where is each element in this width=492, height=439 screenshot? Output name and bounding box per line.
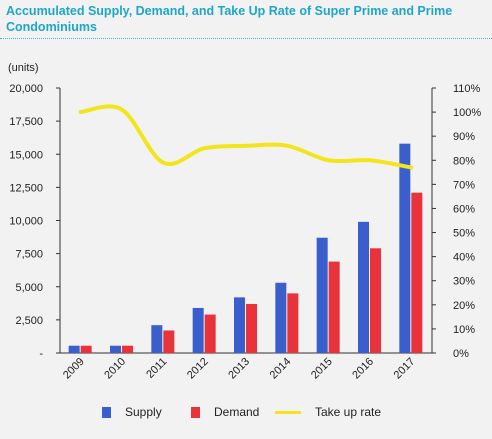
bar-demand <box>328 261 340 353</box>
x-tick-label: 2016 <box>350 356 376 382</box>
bar-supply <box>110 345 121 353</box>
bar-supply <box>234 297 245 353</box>
y-axis-unit-label: (units) <box>8 62 39 74</box>
line-take-up-rate <box>78 104 414 170</box>
x-tick-label: 2010 <box>102 356 128 382</box>
x-tick-label: 2014 <box>268 356 294 382</box>
bar-supply <box>316 237 328 353</box>
y-left-tick-label: - <box>39 348 43 360</box>
bar-supply <box>192 307 204 353</box>
y-right-tick-label: 60% <box>453 203 475 215</box>
x-tick-label: 2013 <box>226 356 252 382</box>
legend-swatch-supply <box>102 406 111 418</box>
y-left-tick-label: 7,500 <box>15 249 43 261</box>
y-right-tick-label: 80% <box>453 155 475 167</box>
bar-demand <box>122 345 133 353</box>
y-left-tick-label: 17,500 <box>9 116 43 128</box>
bar-supply <box>275 282 287 353</box>
y-right-tick-label: 10% <box>453 324 475 336</box>
x-tick-label: 2009 <box>61 356 87 382</box>
legend-label-supply: Supply <box>125 405 162 419</box>
x-tick-label: 2011 <box>144 356 169 381</box>
y-left-tick-label: 2,500 <box>15 315 43 327</box>
y-right-tick-label: 20% <box>453 300 475 312</box>
y-right-tick-label: 100% <box>453 107 481 119</box>
x-tick-label: 2017 <box>392 356 418 382</box>
x-tick-label: 2015 <box>309 356 335 382</box>
bar-demand <box>163 330 175 353</box>
y-right-tick-label: 0% <box>453 348 469 360</box>
legend-label-demand: Demand <box>214 405 260 419</box>
x-tick-label: 2012 <box>185 356 211 382</box>
bar-supply <box>151 325 163 353</box>
y-left-tick-label: 10,000 <box>9 216 43 228</box>
y-left-tick-label: 5,000 <box>15 282 43 294</box>
y-right-tick-label: 70% <box>453 179 475 191</box>
bar-demand <box>370 248 381 353</box>
y-left-tick-label: 12,500 <box>9 182 43 194</box>
bar-demand <box>287 293 299 353</box>
bar-demand <box>80 345 92 353</box>
legend-swatch-demand <box>191 406 200 418</box>
y-right-tick-label: 30% <box>453 276 475 288</box>
legend-label-take-up-rate: Take up rate <box>315 405 382 419</box>
bar-demand <box>204 314 216 353</box>
bar-supply <box>68 345 80 353</box>
y-left-tick-label: 15,000 <box>9 149 43 161</box>
legend-item-demand: Demand <box>191 405 259 419</box>
legend-swatch-take-up-rate <box>275 410 301 414</box>
y-right-tick-label: 50% <box>453 228 475 240</box>
title-divider <box>0 38 492 40</box>
y-right-tick-label: 90% <box>453 131 475 143</box>
y-left-tick-label: 20,000 <box>9 83 43 95</box>
legend-item-supply: Supply <box>102 405 162 419</box>
bar-supply <box>399 143 411 353</box>
bar-demand <box>411 192 423 353</box>
y-right-tick-label: 110% <box>453 83 481 95</box>
legend: Supply Demand Take up rate <box>0 405 492 425</box>
bar-demand <box>246 303 257 353</box>
chart-title: Accumulated Supply, Demand, and Take Up … <box>6 4 453 34</box>
y-right-tick-label: 40% <box>453 252 475 264</box>
legend-item-take-up-rate: Take up rate <box>275 405 381 419</box>
bar-supply <box>358 221 369 353</box>
